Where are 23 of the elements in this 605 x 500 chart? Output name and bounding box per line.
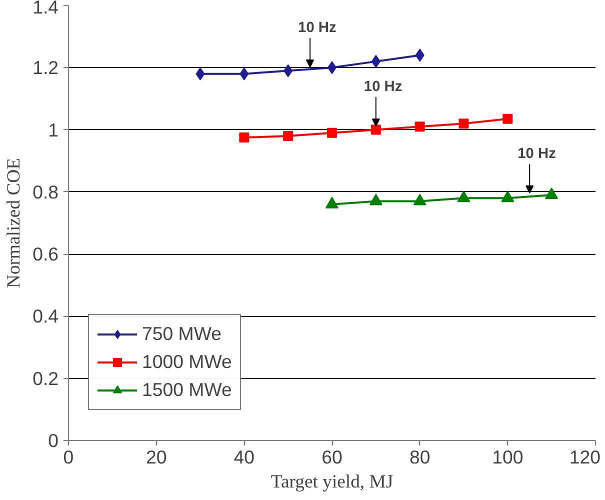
y-tick-label: 0.8 xyxy=(32,181,59,202)
x-tick-label: 0 xyxy=(63,446,74,468)
x-tick-label: 120 xyxy=(569,446,601,468)
legend-label: 1000 MWe xyxy=(142,351,232,373)
x-tick-label: 60 xyxy=(322,446,342,468)
y-tick-label: 1 xyxy=(48,119,59,140)
x-axis-title: Target yield, MJ xyxy=(270,472,394,492)
y-tick-label: 0.2 xyxy=(32,368,59,389)
legend-label: 750 MWe xyxy=(142,323,222,345)
y-tick-label: 0 xyxy=(48,430,59,451)
annotation: 10 Hz xyxy=(298,20,336,36)
annotation: 10 Hz xyxy=(364,79,402,96)
x-tick-label: 20 xyxy=(146,446,167,468)
y-axis-title: Normalized COE xyxy=(4,158,25,288)
annotation: 10 Hz xyxy=(518,146,556,162)
y-tick-label: 0.6 xyxy=(32,244,59,265)
y-tick-label: 0.4 xyxy=(32,306,59,327)
legend-label: 1500 MWe xyxy=(142,379,232,401)
x-tick-label: 80 xyxy=(409,446,430,468)
x-tick-label: 40 xyxy=(234,446,255,468)
x-tick-label: 100 xyxy=(492,446,524,468)
y-tick-label: 1.4 xyxy=(32,0,59,18)
y-tick-label: 1.2 xyxy=(32,57,59,78)
